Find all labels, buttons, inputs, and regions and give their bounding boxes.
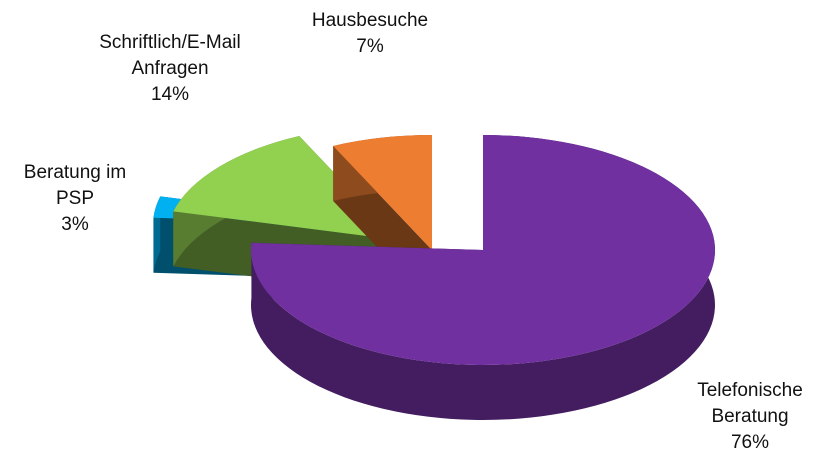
value-label: 14% xyxy=(150,84,190,105)
slice-label: Hausbesuche 7% xyxy=(285,8,455,60)
value-label: 3% xyxy=(61,214,89,235)
slice-top xyxy=(250,135,715,365)
value-label: 7% xyxy=(356,36,384,57)
category-label: Schriftlich/E-Mail Anfragen xyxy=(99,32,241,79)
slice-label: Telefonische Beratung 76% xyxy=(680,378,818,456)
category-label: Telefonische Beratung xyxy=(697,380,803,427)
slice-label: Beratung im PSP 3% xyxy=(5,160,145,238)
slice-top xyxy=(333,135,432,250)
category-label: Hausbesuche xyxy=(311,10,429,31)
slice-top xyxy=(173,135,398,240)
pie-slice xyxy=(250,135,715,421)
category-label: Beratung im PSP xyxy=(23,162,127,209)
slice-label: Schriftlich/E-Mail Anfragen 14% xyxy=(90,30,250,108)
value-label: 76% xyxy=(730,432,770,453)
